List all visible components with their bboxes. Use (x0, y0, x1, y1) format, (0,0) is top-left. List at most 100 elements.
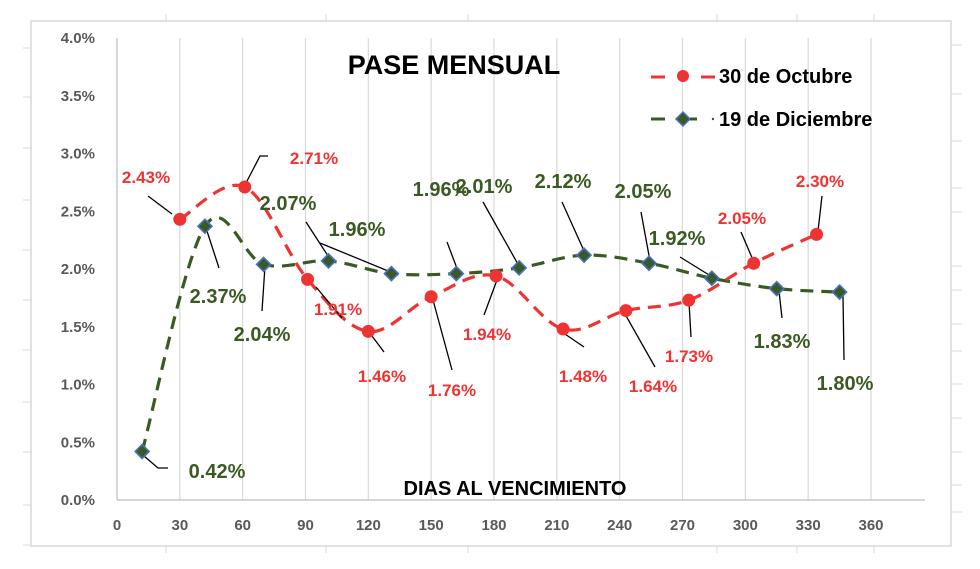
leader-line (305, 221, 331, 260)
data-label: 2.01% (456, 176, 513, 198)
diamond-marker-icon[interactable] (831, 283, 848, 301)
x-tick-label: 90 (297, 517, 314, 534)
leader-line (482, 201, 520, 267)
x-tick-label: 180 (481, 517, 506, 534)
x-tick-label: 270 (670, 517, 695, 534)
leader-line (315, 286, 343, 319)
leader-line (245, 155, 268, 184)
y-tick-label: 1.5% (61, 319, 95, 336)
legend-label: 19 de Diciembre (719, 109, 872, 131)
y-tick-label: 4.0% (61, 30, 95, 47)
data-label: 1.92% (649, 228, 706, 250)
x-axis-tick-labels: 0 30 60 90 120 150 180 210 240 270 300 330 360 (113, 517, 884, 534)
data-label: 2.71% (290, 149, 338, 168)
chart-frame (30, 14, 952, 553)
leader-line (147, 195, 173, 215)
legend-diamond-marker-icon (674, 110, 692, 128)
series-markers (134, 180, 848, 460)
data-label: 2.07% (260, 193, 317, 215)
data-label: 2.04% (234, 324, 291, 346)
legend: 30 de Octubre 19 de Diciembre (651, 66, 872, 131)
circle-marker-icon[interactable] (556, 322, 570, 336)
x-tick-label: 30 (171, 517, 188, 534)
data-labels: 2.43% 2.71% 1.91% 1.46% 1.76% 1.94% 1.48% 1.64%… (122, 149, 874, 483)
y-tick-label: 3.0% (61, 146, 95, 163)
leader-line (842, 295, 845, 361)
circle-marker-icon[interactable] (747, 256, 761, 270)
legend-label: 30 de Octubre (719, 66, 852, 88)
data-label: 2.37% (190, 286, 247, 308)
x-tick-label: 360 (858, 517, 883, 534)
leader-line (143, 455, 168, 469)
diamond-marker-icon[interactable] (320, 252, 337, 270)
data-label: 1.46% (358, 367, 406, 386)
data-label: 1.64% (629, 377, 677, 396)
circle-marker-icon[interactable] (361, 324, 375, 338)
leader-line (483, 279, 498, 316)
data-label: 2.43% (122, 168, 170, 187)
circle-marker-icon[interactable] (301, 272, 315, 286)
leader-line (817, 195, 823, 232)
data-label: 1.83% (754, 331, 811, 353)
x-axis-title: DIAS AL VENCIMIENTO (404, 478, 627, 500)
diamond-marker-icon[interactable] (448, 265, 465, 282)
data-label: 1.80% (817, 373, 874, 395)
diamond-marker-icon[interactable] (703, 270, 720, 287)
circle-marker-icon[interactable] (173, 212, 187, 226)
axes (116, 38, 925, 501)
data-label: 1.94% (463, 325, 511, 344)
y-tick-label: 0.0% (61, 492, 95, 509)
leader-line (561, 201, 586, 254)
leader-line (624, 313, 656, 368)
y-axis-tick-labels: 0.0% 0.5% 1.0% 1.5% 2.0% 2.5% 3.0% 3.5% 4.0% (61, 30, 95, 509)
circle-marker-icon[interactable] (682, 293, 696, 307)
data-label: 1.48% (559, 367, 607, 386)
legend-item-19-diciembre[interactable]: 19 de Diciembre (651, 109, 872, 131)
data-label: 2.12% (535, 171, 592, 193)
diamond-marker-icon[interactable] (640, 255, 658, 272)
data-label: 0.42% (189, 461, 246, 483)
data-label: 1.96% (329, 219, 386, 241)
data-label: 1.96% (413, 179, 470, 201)
x-tick-label: 240 (607, 517, 632, 534)
leader-line (778, 290, 783, 319)
diamond-marker-icon[interactable] (134, 443, 151, 460)
circle-marker-icon[interactable] (489, 269, 503, 283)
frame-side-ticks (23, 44, 962, 546)
y-tick-label: 1.0% (61, 377, 95, 394)
diamond-marker-icon[interactable] (511, 259, 528, 276)
diamond-marker-icon[interactable] (575, 247, 593, 264)
x-tick-label: 0 (113, 517, 121, 534)
x-tick-label: 330 (796, 517, 821, 534)
data-label: 1.73% (665, 347, 713, 366)
data-label: 1.76% (428, 381, 476, 400)
data-label: 2.05% (615, 181, 672, 203)
circle-marker-icon[interactable] (619, 304, 633, 318)
diamond-marker-icon[interactable] (196, 218, 214, 235)
circle-marker-icon[interactable] (238, 180, 252, 194)
leader-line (319, 242, 394, 274)
leader-line (432, 299, 453, 371)
leader-line (640, 211, 651, 262)
circle-marker-icon[interactable] (424, 290, 438, 304)
leader-line (740, 231, 754, 261)
circle-marker-icon[interactable] (810, 227, 824, 241)
y-tick-label: 3.5% (61, 88, 95, 105)
x-tick-label: 150 (419, 517, 444, 534)
x-tick-label: 60 (234, 517, 251, 534)
data-label: 1.91% (314, 300, 362, 319)
diamond-marker-icon[interactable] (768, 280, 785, 297)
y-tick-label: 2.0% (61, 261, 95, 278)
leader-line (688, 301, 692, 338)
legend-item-30-octubre[interactable]: 30 de Octubre (651, 66, 852, 88)
leader-line (371, 335, 385, 353)
leader-line (205, 227, 220, 269)
data-label-leader-lines (143, 155, 845, 469)
diamond-marker-icon[interactable] (255, 256, 272, 273)
x-tick-label: 120 (356, 517, 381, 534)
legend-circle-marker-icon (677, 70, 689, 82)
diamond-marker-icon[interactable] (383, 265, 400, 282)
chart-title: PASE MENSUAL (348, 50, 561, 80)
